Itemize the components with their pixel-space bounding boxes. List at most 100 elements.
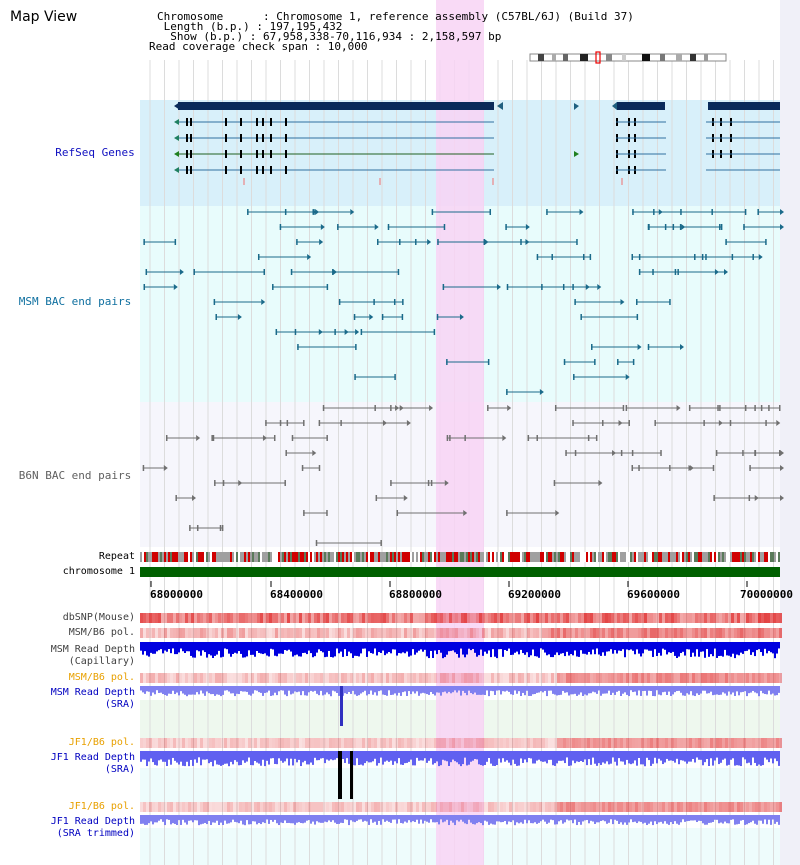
heat-cell — [671, 673, 674, 683]
heat-cell — [395, 613, 398, 623]
depth-bar — [158, 815, 160, 821]
bac-end — [360, 329, 363, 335]
repeat-mark — [226, 552, 228, 562]
depth-bar — [164, 686, 166, 695]
depth-bar — [504, 642, 506, 650]
depth-bar — [216, 751, 218, 765]
depth-bar — [254, 686, 256, 691]
repeat-mark — [452, 552, 454, 562]
depth-bar — [268, 686, 270, 691]
repeat-mark — [458, 552, 460, 562]
heat-cell — [311, 802, 314, 812]
heat-cell — [770, 673, 773, 683]
heat-cell — [542, 738, 545, 748]
repeat-mark — [400, 552, 402, 562]
heat-cell — [518, 802, 521, 812]
repeat-mark — [462, 552, 464, 562]
bac-end — [301, 465, 304, 471]
depth-bar — [748, 642, 750, 650]
depth-bar — [712, 751, 714, 766]
depth-bar — [144, 642, 146, 652]
heat-cell — [722, 628, 725, 638]
repeat-mark — [698, 552, 700, 562]
depth-bar — [630, 686, 632, 691]
heat-cell — [449, 628, 452, 638]
repeat-mark — [444, 552, 446, 562]
heat-cell — [353, 738, 356, 748]
depth-bar — [180, 751, 182, 762]
bac-end — [487, 405, 489, 411]
depth-bar — [270, 642, 272, 649]
heat-cell — [692, 613, 695, 623]
bac-end — [430, 480, 433, 486]
track-label-refseq[interactable]: RefSeq Genes — [55, 146, 135, 159]
heat-cell — [308, 673, 311, 683]
repeat-mark — [194, 552, 196, 562]
repeat-mark — [488, 552, 490, 562]
depth-bar — [282, 642, 284, 654]
heat-cell — [209, 628, 212, 638]
ideogram-band — [580, 54, 588, 61]
depth-bar — [388, 751, 390, 762]
repeat-mark — [294, 552, 296, 562]
heat-cell — [686, 673, 689, 683]
repeat-mark — [516, 552, 518, 562]
depth-bar — [776, 642, 778, 654]
depth-bar — [234, 642, 236, 653]
depth-bar — [476, 642, 478, 657]
heat-cell — [263, 673, 266, 683]
heat-cell — [269, 802, 272, 812]
heat-cell — [473, 802, 476, 812]
depth-bar — [384, 751, 386, 762]
bac-end — [446, 359, 448, 365]
heat-cell — [239, 802, 242, 812]
track-label-b6n-bac[interactable]: B6N BAC end pairs — [18, 469, 132, 482]
heat-cell — [512, 613, 515, 623]
depth-bar — [574, 642, 576, 651]
heat-cell — [371, 613, 374, 623]
depth-bar — [416, 642, 418, 653]
depth-bar — [672, 751, 674, 761]
depth-bar — [580, 686, 582, 693]
depth-bar — [368, 751, 370, 763]
depth-bar — [492, 751, 494, 766]
heat-cell — [419, 613, 422, 623]
heat-cell — [143, 802, 146, 812]
depth-bar — [442, 686, 444, 693]
heat-cell — [617, 802, 620, 812]
depth-bar — [542, 815, 544, 820]
depth-bar — [560, 815, 562, 821]
repeat-mark — [152, 552, 154, 562]
depth-bar — [710, 751, 712, 759]
heat-cell — [404, 738, 407, 748]
heat-cell — [227, 738, 230, 748]
heat-cell — [602, 613, 605, 623]
heat-cell — [191, 613, 194, 623]
heat-cell — [689, 802, 692, 812]
repeat-mark — [326, 552, 328, 562]
heat-cell — [314, 802, 317, 812]
repeat-mark — [520, 552, 522, 562]
depth-bar — [660, 751, 662, 761]
exon — [270, 150, 272, 158]
depth-bar — [160, 642, 162, 650]
heat-cell — [560, 628, 563, 638]
heat-cell — [686, 738, 689, 748]
heat-cell — [509, 613, 512, 623]
depth-bar — [772, 815, 774, 820]
repeat-mark — [182, 552, 184, 562]
repeat-mark — [652, 552, 654, 562]
repeat-mark — [210, 552, 212, 562]
depth-bar — [370, 815, 372, 820]
heat-cell — [548, 738, 551, 748]
repeat-mark — [332, 552, 334, 562]
heat-cell — [251, 802, 254, 812]
heat-cell — [476, 613, 479, 623]
depth-bar — [536, 642, 538, 657]
heat-cell — [569, 738, 572, 748]
track-label-msm-bac[interactable]: MSM BAC end pairs — [18, 295, 132, 308]
depth-bar — [608, 642, 610, 652]
depth-bar — [198, 751, 200, 758]
heat-cell — [779, 673, 782, 683]
